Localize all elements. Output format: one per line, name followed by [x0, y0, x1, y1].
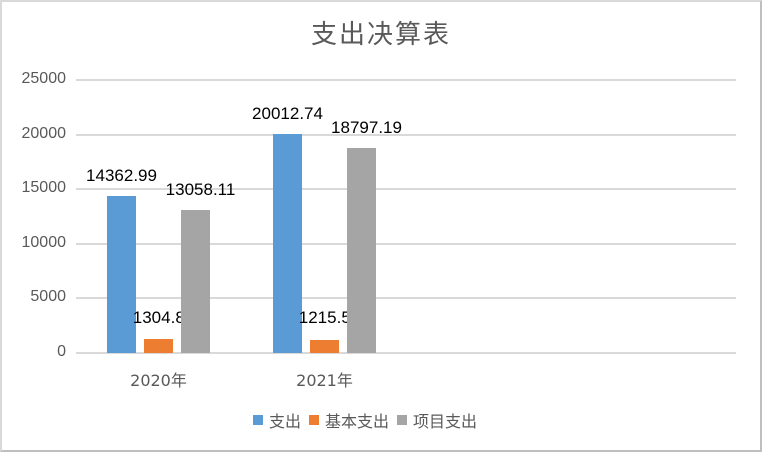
legend: 支出 基本支出 项目支出 [253, 408, 485, 432]
gridline [76, 188, 736, 191]
gridline [76, 297, 736, 300]
y-tick-label: 5000 [30, 288, 66, 306]
legend-swatch-xiangmuzhichu [397, 415, 408, 425]
legend-swatch-jibenzhichu [309, 415, 320, 425]
chart-title: 支出决算表 [310, 20, 451, 50]
y-tick-label: 25000 [21, 70, 67, 87]
y-tick-label: 0 [57, 343, 66, 360]
y-tick-label: 20000 [21, 124, 67, 142]
legend-item-jibenzhichu: 基本支出 [309, 408, 389, 432]
data-label: 20012.74 [252, 104, 323, 124]
data-label: 14362.99 [86, 166, 157, 186]
x-category-label: 2021年 [296, 371, 353, 390]
gridline [76, 242, 736, 245]
x-category-label: 2020年 [130, 371, 187, 390]
bar [181, 210, 210, 353]
bar [144, 338, 173, 353]
y-tick-label: 10000 [21, 233, 67, 251]
bar [107, 196, 136, 353]
gridline [76, 79, 736, 81]
bar [310, 339, 339, 353]
bar [347, 147, 376, 353]
legend-swatch-zhichu [253, 415, 263, 425]
legend-item-zhichu: 支出 [253, 408, 301, 432]
legend-item-xiangmuzhichu: 项目支出 [397, 408, 477, 432]
data-label: 13058.11 [165, 180, 236, 200]
bar [273, 134, 302, 353]
gridline [76, 133, 736, 136]
gridline [76, 352, 736, 354]
y-tick-label: 15000 [21, 179, 67, 197]
data-label: 18797.19 [331, 117, 402, 137]
legend-label: 基本支出 [325, 412, 390, 431]
legend-label: 支出 [269, 412, 302, 431]
legend-label: 项目支出 [413, 412, 478, 431]
data-label: 1304.88 [132, 308, 195, 327]
data-label: 1215.55 [298, 308, 361, 327]
